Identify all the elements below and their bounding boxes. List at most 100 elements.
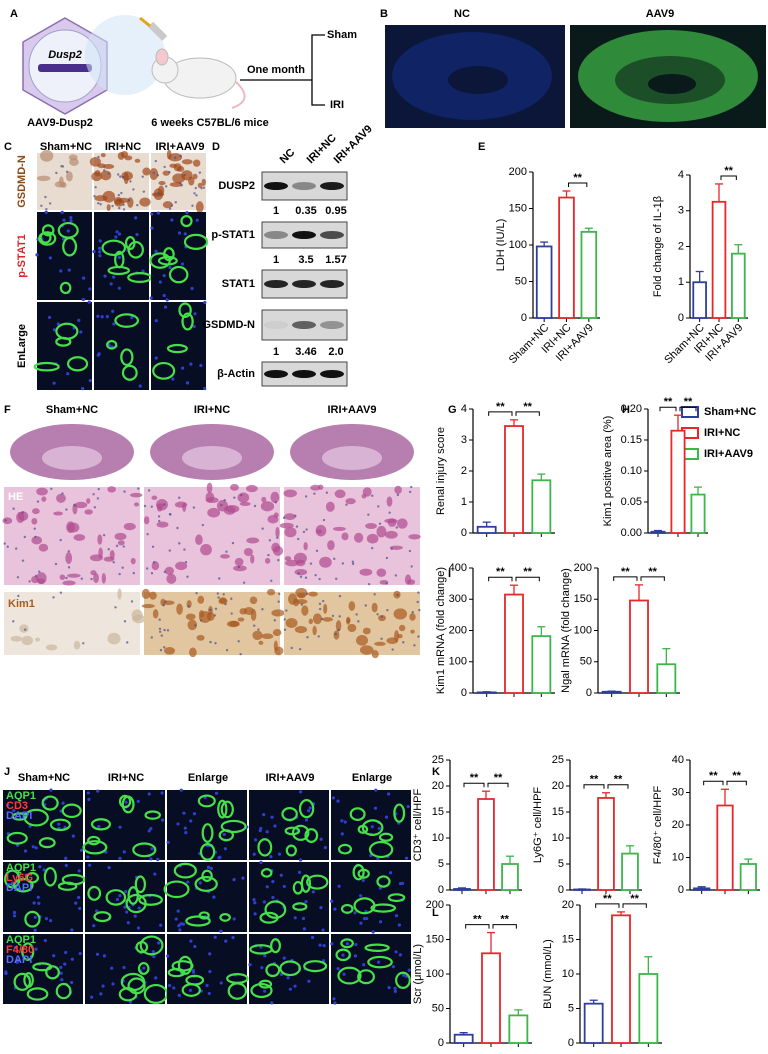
- nucleus: [362, 917, 367, 921]
- label: STAT1: [222, 278, 255, 290]
- tubule: [138, 893, 163, 906]
- bar: [621, 852, 639, 891]
- y-tick-label: 200: [509, 166, 527, 178]
- stain: [334, 489, 346, 499]
- label: IRI+NC: [108, 772, 144, 784]
- nucleus: [118, 894, 122, 898]
- nucleus: [28, 580, 31, 583]
- nucleus: [377, 826, 381, 830]
- tubule: [185, 915, 211, 927]
- stain: [117, 540, 125, 546]
- y-tick-label: 400: [449, 562, 467, 574]
- nucleus: [391, 965, 395, 969]
- tubule: [368, 840, 394, 859]
- nucleus: [118, 572, 121, 576]
- nucleus: [4, 970, 8, 974]
- nucleus: [136, 799, 140, 803]
- nucleus: [114, 235, 118, 239]
- stain: [325, 501, 335, 512]
- nucleus: [38, 570, 41, 573]
- significance-label: **: [732, 770, 741, 782]
- nucleus: [299, 575, 303, 578]
- nucleus: [49, 788, 53, 792]
- nucleus: [413, 644, 416, 647]
- tubule: [249, 944, 273, 955]
- blot-band: [264, 321, 288, 329]
- nucleus: [384, 815, 389, 819]
- tubule: [217, 799, 228, 819]
- stain: [132, 614, 146, 624]
- tubule: [152, 361, 176, 380]
- tubule: [260, 868, 273, 878]
- nucleus: [6, 545, 9, 548]
- nucleus: [311, 890, 315, 894]
- tubule: [13, 878, 34, 893]
- nucleus: [70, 957, 74, 961]
- stain: [114, 532, 127, 541]
- stain: [261, 633, 274, 640]
- tubule: [178, 302, 192, 319]
- y-tick-label: 5: [438, 858, 444, 870]
- stain: [97, 534, 103, 545]
- label: IRI+AAV9: [704, 448, 753, 460]
- nucleus: [193, 312, 197, 316]
- nucleus: [154, 159, 157, 163]
- stain: [272, 629, 282, 636]
- label: 1: [273, 254, 279, 266]
- nucleus: [233, 496, 236, 499]
- stain: [239, 501, 251, 506]
- nucleus: [158, 618, 161, 621]
- nucleus: [391, 648, 394, 651]
- bar: [501, 863, 519, 891]
- group-bracket: [311, 34, 325, 106]
- nucleus: [23, 628, 27, 631]
- significance-bracket: [492, 924, 517, 929]
- nucleus: [330, 899, 334, 903]
- nucleus: [322, 599, 325, 603]
- nucleus: [70, 928, 74, 932]
- tubule: [66, 356, 89, 372]
- nucleus: [362, 963, 366, 967]
- nucleus: [183, 548, 186, 551]
- nucleus: [277, 558, 280, 562]
- y-tick-label: 10: [432, 832, 444, 844]
- significance-label: **: [603, 893, 612, 905]
- significance-label: **: [473, 914, 482, 926]
- nucleus: [374, 788, 378, 792]
- stain: [62, 580, 76, 586]
- nucleus: [103, 169, 106, 172]
- panel-letter: I: [448, 568, 451, 580]
- stain: [162, 201, 173, 209]
- tubule: [306, 874, 329, 890]
- nucleus: [279, 873, 283, 877]
- nucleus: [359, 921, 363, 925]
- y-tick-label: 20: [432, 780, 444, 792]
- label: IRI+NC: [105, 141, 141, 153]
- nucleus: [147, 489, 151, 492]
- stain: [106, 204, 111, 211]
- nucleus: [282, 516, 286, 520]
- nucleus: [265, 830, 269, 834]
- nucleus: [150, 847, 154, 851]
- label: 2.0: [328, 346, 343, 358]
- y-tick-label: 30: [672, 786, 684, 798]
- nucleus: [111, 204, 114, 208]
- y-tick-label: 100: [449, 656, 467, 668]
- y-tick-label: 0: [678, 312, 684, 324]
- y-tick-label: 0.05: [621, 496, 642, 508]
- nucleus: [385, 556, 389, 560]
- tubule: [168, 265, 189, 284]
- nucleus: [97, 824, 101, 829]
- tubule: [378, 832, 394, 842]
- nucleus: [62, 218, 66, 222]
- nucleus: [99, 203, 102, 206]
- nucleus: [262, 813, 266, 817]
- nucleus: [219, 929, 223, 933]
- bar: [692, 281, 707, 319]
- nucleus: [122, 965, 126, 970]
- nucleus: [159, 648, 163, 652]
- nucleus: [254, 838, 258, 842]
- tubule: [33, 361, 60, 372]
- nucleus: [117, 193, 121, 197]
- y-tick-label: 15: [552, 806, 564, 818]
